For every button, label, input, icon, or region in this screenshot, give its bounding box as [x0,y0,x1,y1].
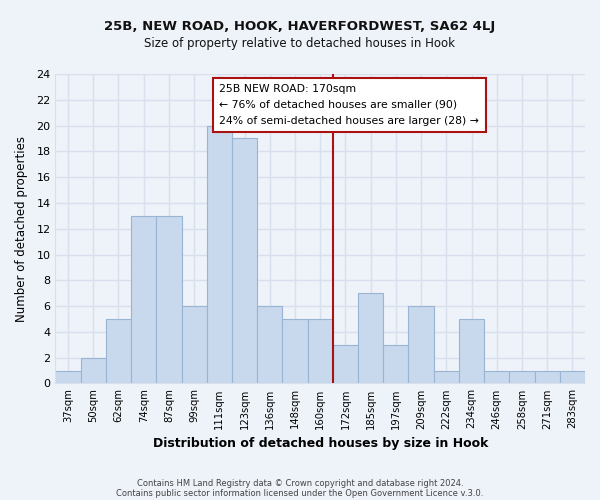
Bar [257,306,283,384]
Bar [535,370,560,384]
Text: Size of property relative to detached houses in Hook: Size of property relative to detached ho… [145,38,455,51]
Bar [560,370,585,384]
Bar [434,370,459,384]
X-axis label: Distribution of detached houses by size in Hook: Distribution of detached houses by size … [152,437,488,450]
Bar [232,138,257,384]
Bar [207,126,232,384]
Bar [131,216,157,384]
Bar [55,370,80,384]
Bar [80,358,106,384]
Bar [484,370,509,384]
Bar [157,216,182,384]
Bar [409,306,434,384]
Y-axis label: Number of detached properties: Number of detached properties [15,136,28,322]
Bar [182,306,207,384]
Text: Contains public sector information licensed under the Open Government Licence v.: Contains public sector information licen… [116,488,484,498]
Bar [459,319,484,384]
Bar [383,345,409,384]
Bar [308,319,333,384]
Text: Contains HM Land Registry data © Crown copyright and database right 2024.: Contains HM Land Registry data © Crown c… [137,478,463,488]
Bar [358,293,383,384]
Bar [333,345,358,384]
Bar [283,319,308,384]
Bar [509,370,535,384]
Text: 25B NEW ROAD: 170sqm
← 76% of detached houses are smaller (90)
24% of semi-detac: 25B NEW ROAD: 170sqm ← 76% of detached h… [220,84,479,126]
Text: 25B, NEW ROAD, HOOK, HAVERFORDWEST, SA62 4LJ: 25B, NEW ROAD, HOOK, HAVERFORDWEST, SA62… [104,20,496,33]
Bar [106,319,131,384]
